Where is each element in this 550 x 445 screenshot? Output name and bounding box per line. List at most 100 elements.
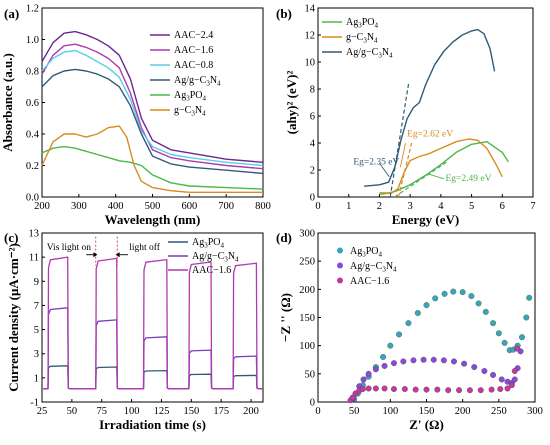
data-point	[359, 386, 366, 392]
plot-frame	[41, 7, 264, 198]
data-point	[391, 360, 397, 367]
data-point	[401, 386, 408, 392]
y-tick-label: 0.2	[26, 161, 39, 172]
y-tick-label: 10	[305, 58, 316, 69]
x-tick-label: 3	[408, 201, 413, 212]
series-points-0	[351, 288, 533, 403]
y-tick-label: 0	[310, 193, 315, 204]
y-tick-label: 14	[305, 4, 316, 15]
y-tick-label: 300	[299, 229, 315, 240]
y-axis-label: −Z '' (Ω)	[278, 293, 293, 342]
x-tick-label: 1	[346, 201, 351, 212]
x-tick-label: 200	[243, 406, 259, 417]
arrow-head-icon	[115, 252, 120, 258]
arrow-head-icon	[93, 252, 98, 258]
y-tick-label: 2	[310, 166, 315, 177]
bandgap-annotation: Eg=2.49 eV	[445, 174, 491, 184]
data-point	[523, 314, 530, 321]
data-point	[440, 357, 447, 364]
panel-label: (b)	[276, 6, 292, 21]
data-point	[430, 356, 437, 363]
x-tick-label: 125	[154, 406, 170, 417]
x-tick-label: 6	[500, 201, 505, 212]
tangent-line	[394, 161, 448, 198]
data-point	[432, 295, 439, 302]
series-points-2	[347, 345, 520, 404]
data-point	[471, 364, 478, 371]
y-tick-label: 1.0	[26, 35, 39, 46]
y-tick-label: 3	[34, 349, 39, 360]
panel-label: (d)	[276, 230, 292, 245]
x-tick-label: 150	[183, 406, 199, 417]
data-point	[410, 357, 417, 364]
x-tick-label: 100	[382, 406, 398, 417]
legend-entry: AAC−1.6	[174, 45, 213, 56]
y-tick-label: 200	[299, 285, 315, 296]
legend-entry: g−C3N4	[346, 32, 378, 45]
data-point	[497, 386, 504, 392]
x-tick-label: 200	[34, 201, 50, 212]
data-point	[451, 358, 457, 365]
legend-entry: g−C3N4	[174, 105, 206, 118]
legend-swatch	[337, 277, 343, 284]
x-tick-label: 0	[315, 406, 320, 417]
x-tick-label: 700	[218, 201, 234, 212]
x-tick-label: 300	[71, 201, 87, 212]
legend-entry: Ag/g−C3N4	[192, 251, 239, 264]
series-points-1	[349, 348, 524, 403]
x-tick-label: 300	[527, 406, 543, 417]
y-tick-label: 13	[29, 229, 40, 240]
data-point	[414, 310, 421, 316]
data-point	[381, 362, 388, 369]
data-point	[380, 353, 387, 360]
data-point	[372, 385, 379, 392]
x-tick-label: 2	[377, 201, 382, 212]
y-tick-label: 100	[299, 341, 315, 352]
legend-entry: AAC−2.4	[174, 30, 213, 41]
x-tick-label: 0	[315, 201, 320, 212]
annotation-pointer	[379, 162, 390, 178]
legend-swatch	[337, 247, 343, 254]
data-point	[396, 331, 402, 338]
annotation-pointer	[399, 142, 406, 168]
data-point	[495, 330, 502, 337]
y-tick-label: 11	[29, 253, 39, 264]
x-tick-label: 150	[419, 406, 435, 417]
data-point	[519, 334, 525, 341]
y-tick-label: 6	[310, 112, 315, 123]
y-tick-label: 0.4	[26, 130, 40, 141]
data-point	[468, 293, 475, 300]
series-line-5	[41, 125, 263, 194]
x-tick-label: 600	[181, 201, 197, 212]
x-tick-label: 500	[145, 201, 161, 212]
x-tick-label: 4	[438, 201, 444, 212]
data-point	[381, 385, 388, 392]
data-point	[434, 386, 441, 393]
series-line-0	[41, 30, 264, 163]
panel-label: (c)	[4, 230, 18, 245]
data-point	[459, 289, 466, 296]
legend-entry: AAC−1.6	[350, 276, 389, 287]
data-point	[450, 288, 457, 295]
x-tick-label: 50	[67, 406, 78, 417]
data-point	[501, 339, 508, 346]
data-point	[412, 386, 419, 393]
data-point	[423, 386, 430, 393]
legend-entry: Ag3PO4	[350, 246, 383, 259]
data-point	[490, 372, 496, 378]
x-axis-label: Irradiation time (s)	[99, 417, 206, 432]
light-on-annotation: Vis light on	[47, 243, 92, 253]
y-tick-label: 4	[310, 139, 316, 150]
x-tick-label: 5	[469, 201, 474, 212]
x-axis-label: Energy (eV)	[392, 212, 460, 227]
x-tick-label: 250	[491, 406, 507, 417]
series-line-0	[43, 365, 263, 390]
data-point	[508, 382, 515, 389]
data-point	[360, 376, 367, 383]
y-tick-label: 9	[34, 277, 39, 288]
data-point	[461, 360, 468, 367]
panel-label: (a)	[4, 6, 19, 21]
y-tick-label: 0.8	[26, 67, 39, 78]
